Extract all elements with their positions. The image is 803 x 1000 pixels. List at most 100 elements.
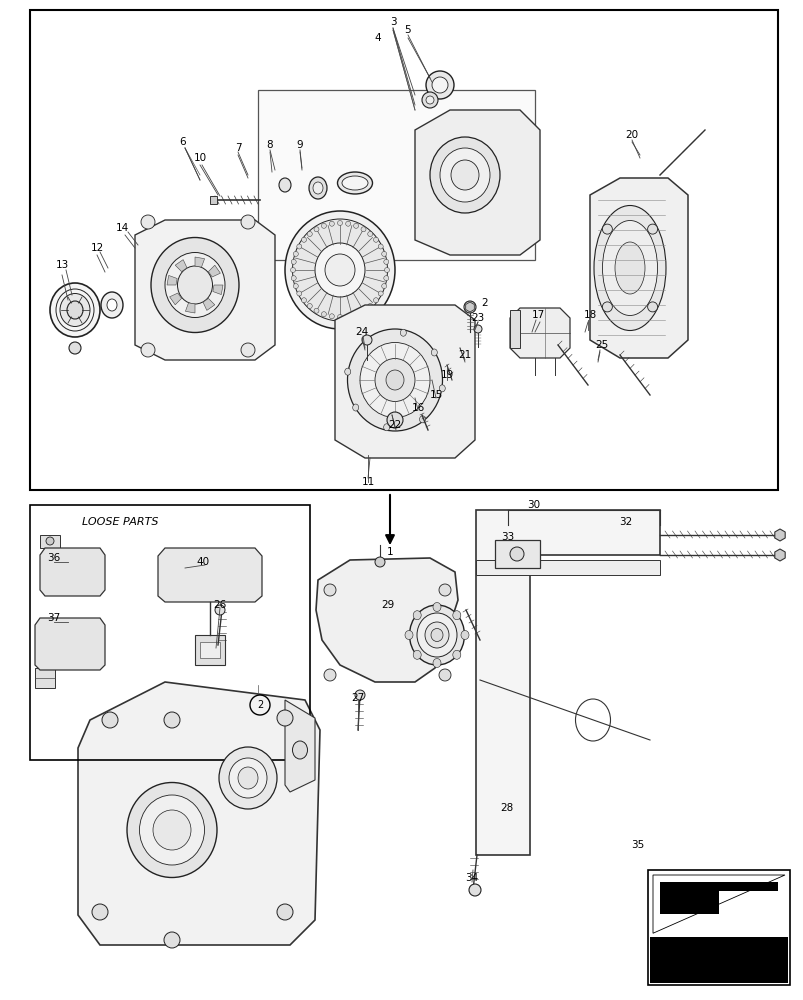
Circle shape <box>329 221 334 226</box>
Text: 40: 40 <box>196 557 210 567</box>
Polygon shape <box>659 882 777 914</box>
Circle shape <box>509 547 524 561</box>
Circle shape <box>383 276 389 281</box>
Ellipse shape <box>127 782 217 877</box>
Ellipse shape <box>450 160 479 190</box>
Polygon shape <box>35 618 105 670</box>
Text: 11: 11 <box>361 477 374 487</box>
Ellipse shape <box>419 416 425 423</box>
Polygon shape <box>316 558 458 682</box>
Text: 13: 13 <box>55 260 68 270</box>
Polygon shape <box>335 305 475 458</box>
Polygon shape <box>185 303 195 313</box>
Ellipse shape <box>452 611 460 620</box>
Text: 18: 18 <box>583 310 596 320</box>
Bar <box>35 668 55 688</box>
Polygon shape <box>158 548 262 602</box>
Circle shape <box>301 237 306 242</box>
Ellipse shape <box>153 810 191 850</box>
Circle shape <box>241 215 255 229</box>
Text: 33: 33 <box>501 532 514 542</box>
Ellipse shape <box>438 385 445 392</box>
Polygon shape <box>40 548 105 596</box>
Text: 23: 23 <box>471 313 484 323</box>
Ellipse shape <box>279 178 291 192</box>
Text: 8: 8 <box>267 140 273 150</box>
Circle shape <box>241 343 255 357</box>
Ellipse shape <box>324 254 355 286</box>
Ellipse shape <box>374 359 414 401</box>
Circle shape <box>431 77 447 93</box>
Ellipse shape <box>385 370 403 390</box>
Polygon shape <box>195 257 204 267</box>
Text: 32: 32 <box>618 517 632 527</box>
Ellipse shape <box>341 176 368 190</box>
Polygon shape <box>774 529 785 541</box>
Circle shape <box>296 291 301 296</box>
Circle shape <box>361 308 365 313</box>
Circle shape <box>164 712 180 728</box>
Circle shape <box>438 669 450 681</box>
Polygon shape <box>135 220 275 360</box>
Circle shape <box>164 932 180 948</box>
Ellipse shape <box>151 237 238 332</box>
Ellipse shape <box>430 137 499 213</box>
Bar <box>647 870 789 985</box>
Circle shape <box>355 690 365 700</box>
Polygon shape <box>475 560 659 575</box>
Circle shape <box>291 259 296 264</box>
Circle shape <box>373 298 378 303</box>
Circle shape <box>307 304 312 309</box>
Ellipse shape <box>308 177 327 199</box>
Text: 25: 25 <box>595 340 608 350</box>
Polygon shape <box>208 265 220 277</box>
Circle shape <box>337 221 342 226</box>
Circle shape <box>307 231 312 236</box>
Circle shape <box>337 314 342 320</box>
Text: 14: 14 <box>116 223 128 233</box>
Text: 12: 12 <box>90 243 104 253</box>
Circle shape <box>426 96 434 104</box>
Ellipse shape <box>593 206 665 330</box>
Ellipse shape <box>452 650 460 659</box>
Text: 9: 9 <box>296 140 303 150</box>
Circle shape <box>46 537 54 545</box>
Circle shape <box>321 223 326 228</box>
Ellipse shape <box>614 242 644 294</box>
Text: 28: 28 <box>499 803 513 813</box>
Circle shape <box>647 302 657 312</box>
Circle shape <box>314 227 319 232</box>
Circle shape <box>293 284 298 289</box>
Circle shape <box>293 251 298 256</box>
Polygon shape <box>465 302 474 312</box>
Ellipse shape <box>218 747 277 809</box>
Text: 26: 26 <box>213 600 226 610</box>
Ellipse shape <box>101 292 123 318</box>
Ellipse shape <box>344 368 350 375</box>
Ellipse shape <box>107 299 117 311</box>
Polygon shape <box>774 549 785 561</box>
Circle shape <box>386 412 402 428</box>
Text: 36: 36 <box>47 553 60 563</box>
Circle shape <box>381 251 386 256</box>
Circle shape <box>277 710 292 726</box>
Polygon shape <box>509 308 569 358</box>
Ellipse shape <box>460 631 468 640</box>
Bar <box>40 535 60 548</box>
Ellipse shape <box>413 650 421 659</box>
Circle shape <box>367 231 373 236</box>
Ellipse shape <box>425 622 448 648</box>
Text: 22: 22 <box>388 420 402 430</box>
Text: 19: 19 <box>440 370 453 380</box>
Text: 20: 20 <box>625 130 638 140</box>
Ellipse shape <box>360 342 430 418</box>
Text: 6: 6 <box>179 137 186 147</box>
Ellipse shape <box>67 301 83 319</box>
Circle shape <box>321 312 326 317</box>
Ellipse shape <box>238 767 258 789</box>
Ellipse shape <box>409 605 464 665</box>
Text: 16: 16 <box>411 403 424 413</box>
Polygon shape <box>210 196 217 204</box>
Text: 35: 35 <box>630 840 644 850</box>
Circle shape <box>345 314 350 319</box>
